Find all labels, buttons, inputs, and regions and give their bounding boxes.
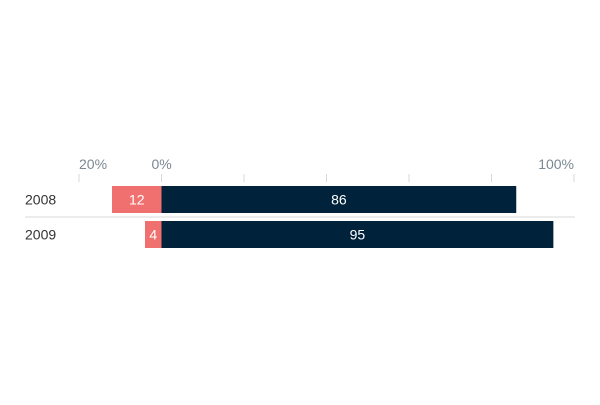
bar-label-positive-2009: 95: [350, 227, 366, 243]
x-tick-label-1: 0%: [152, 156, 172, 172]
row-label-2009: 2009: [25, 227, 56, 243]
row-label-2008: 2008: [25, 192, 56, 208]
bar-label-negative-2009: 4: [149, 227, 157, 243]
bar-positive-2008: [161, 186, 517, 213]
bar-negative-2008: [112, 186, 162, 213]
x-tick-label-6: 100%: [538, 156, 574, 172]
bar-label-positive-2008: 86: [331, 192, 347, 208]
x-tick-label-0: 20%: [79, 156, 107, 172]
bar-label-negative-2008: 12: [129, 192, 145, 208]
bar-negative-2009: [145, 221, 162, 248]
bar-positive-2009: [161, 221, 554, 248]
